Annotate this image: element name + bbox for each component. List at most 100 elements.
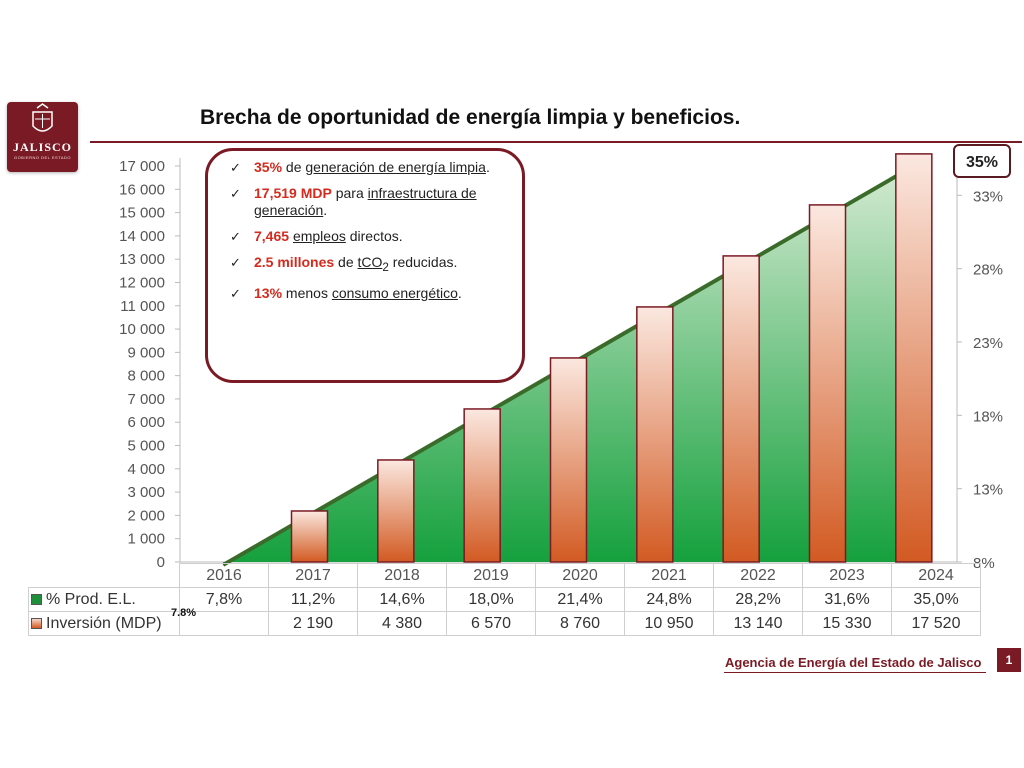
pct-row: % Prod. E.L. 7,8% 11,2% 14,6% 18,0% 21,4… [28,587,981,612]
logo-text: JALISCO [12,140,72,154]
callout-text: infraestructura de generación [254,185,477,218]
callout-text: tCO [357,254,383,270]
bar-2021 [636,306,674,563]
year-cell: 2018 [357,563,447,588]
callout-item: ✓ 7,465 empleos directos. [228,228,508,245]
left-tick-label: 3 000 [127,484,165,501]
left-tick-label: 8 000 [127,368,165,385]
pct-cell: 14,6% [357,587,447,612]
inv-cell: 6 570 [446,611,536,636]
callout-text: reducidas. [388,254,458,270]
year-cell: 2024 [891,563,981,588]
callout-text: consumo energético [331,284,458,301]
bar-2017 [290,510,329,563]
pct-cell: 21,4% [535,587,625,612]
callout-item: ✓ 2.5 millones de tCO2 reducidas. [228,254,508,276]
left-tick-label: 16 000 [119,181,165,198]
jalisco-logo: JALISCO GOBIERNO DEL ESTADO [7,102,78,172]
data-table-wrap: 2016 2017 2018 2019 2020 2021 2022 2023 … [28,563,981,636]
callout-text: generación de energía limpia [305,159,486,175]
inv-cell: 10 950 [624,611,714,636]
inv-cell: 17 520 [891,611,981,636]
check-icon: ✓ [230,255,241,270]
title-divider [90,141,1022,143]
check-icon: ✓ [230,229,241,244]
left-tick-label: 10 000 [119,321,165,338]
callout-text: 13% [254,284,283,301]
logo-subtext: GOBIERNO DEL ESTADO [13,155,72,160]
check-icon: ✓ [230,285,241,301]
pct-cell: 24,8% [624,587,714,612]
legend-inv: Inversión (MDP) [28,611,180,636]
left-tick-label: 11 000 [120,298,165,315]
bar-2020 [549,357,588,563]
pct-cell: 28,2% [713,587,803,612]
left-tick-label: 15 000 [119,205,165,222]
inv-cell [179,611,269,636]
year-cell: 2021 [624,563,714,588]
left-tick-label: 1 000 [127,531,165,548]
left-tick-label: 9 000 [127,344,165,361]
page-title: Brecha de oportunidad de energía limpia … [200,106,741,129]
left-tick-label: 7 000 [127,391,165,408]
years-row: 2016 2017 2018 2019 2020 2021 2022 2023 … [29,563,981,588]
orange-swatch-icon [31,617,42,629]
callout-text: de [334,254,358,270]
right-tick-label: 13% [973,482,1003,499]
callout-text: para [331,185,368,201]
left-tick-label: 4 000 [127,461,165,478]
left-tick-label: 12 000 [119,274,165,291]
inv-cell: 8 760 [535,611,625,636]
page-number: 1 [997,648,1021,672]
check-icon: ✓ [230,186,241,201]
callout-text: directos. [345,228,403,244]
callout-item: ✓ 13% menos consumo energético. [228,285,508,302]
crest-icon [32,103,53,132]
pct-cell: 7,8% [179,587,269,612]
green-swatch-icon [31,593,42,605]
right-tick-label: 23% [973,335,1003,352]
right-tick-label: 18% [973,408,1003,425]
callout-text: 7,465 [254,228,290,244]
year-cell: 2020 [535,563,625,588]
inv-row: Inversión (MDP) 2 190 4 380 6 570 8 760 … [28,611,981,636]
footer-agency: Agencia de Energía del Estado de Jalisco [725,655,982,670]
left-tick-label: 6 000 [127,414,165,431]
callout-text: . [323,202,328,218]
legend-pct-label: % Prod. E.L. [46,590,136,608]
left-tick-label: 13 000 [119,251,165,268]
inv-cell: 4 380 [357,611,447,636]
bar-2018 [377,459,415,563]
left-tick-label: 0 [157,554,165,571]
pct-cell: 35,0% [891,587,981,612]
right-tick-label: 28% [973,262,1003,279]
pct-cell: 31,6% [802,587,892,612]
callout-text: . [457,284,462,301]
year-cell: 2017 [268,563,358,588]
callout-text: de [282,159,306,175]
legend-inv-label: Inversión (MDP) [46,614,162,632]
inv-cell: 13 140 [713,611,803,636]
left-tick-label: 2 000 [127,507,165,524]
benefits-callout: ✓ 35% de generación de energía limpia. ✓ 17… [205,148,525,383]
final-percent-badge: 35% [953,144,1011,178]
callout-text: 2 [382,260,389,274]
year-cell: 2016 [179,563,269,588]
year-cell: 2023 [802,563,892,588]
right-tick-label: 33% [973,188,1003,205]
inv-cell: 15 330 [802,611,892,636]
inv-cell: 2 190 [268,611,358,636]
left-tick-label: 5 000 [127,438,165,455]
callout-item: ✓ 17,519 MDP para infraestructura de gene… [228,185,508,219]
bar-2023 [808,204,847,563]
year-cell: 2022 [713,563,803,588]
callout-text: . [485,159,490,175]
callout-text: empleos [292,228,346,244]
year-cell: 2019 [446,563,536,588]
data-table: 2016 2017 2018 2019 2020 2021 2022 2023 … [28,563,981,636]
legend-pct: % Prod. E.L. [28,587,180,612]
callout-text: 17,519 MDP [254,185,332,201]
start-percent-note: 7.8% [171,607,197,619]
pct-cell: 18,0% [446,587,536,612]
